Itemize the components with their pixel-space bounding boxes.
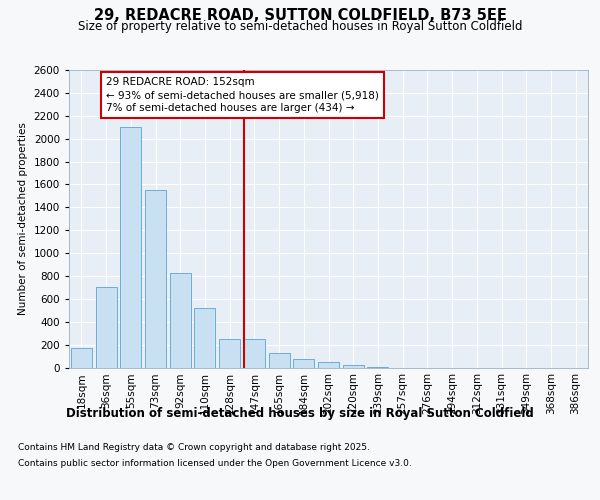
Bar <box>219 339 240 368</box>
Bar <box>367 367 388 368</box>
Bar <box>269 353 290 368</box>
Text: Contains HM Land Registry data © Crown copyright and database right 2025.: Contains HM Land Registry data © Crown c… <box>18 442 370 452</box>
Bar <box>120 127 141 368</box>
Bar <box>145 190 166 368</box>
Bar <box>318 362 339 368</box>
Bar <box>343 365 364 368</box>
Text: Size of property relative to semi-detached houses in Royal Sutton Coldfield: Size of property relative to semi-detach… <box>78 20 522 33</box>
Bar <box>170 272 191 368</box>
Bar <box>293 360 314 368</box>
Text: Contains public sector information licensed under the Open Government Licence v3: Contains public sector information licen… <box>18 459 412 468</box>
Text: 29, REDACRE ROAD, SUTTON COLDFIELD, B73 5EE: 29, REDACRE ROAD, SUTTON COLDFIELD, B73 … <box>94 8 506 22</box>
Text: 29 REDACRE ROAD: 152sqm
← 93% of semi-detached houses are smaller (5,918)
7% of : 29 REDACRE ROAD: 152sqm ← 93% of semi-de… <box>106 77 379 114</box>
Text: Distribution of semi-detached houses by size in Royal Sutton Coldfield: Distribution of semi-detached houses by … <box>66 408 534 420</box>
Bar <box>244 339 265 368</box>
Bar <box>71 348 92 368</box>
Y-axis label: Number of semi-detached properties: Number of semi-detached properties <box>18 122 28 315</box>
Bar <box>95 288 116 368</box>
Bar <box>194 308 215 368</box>
